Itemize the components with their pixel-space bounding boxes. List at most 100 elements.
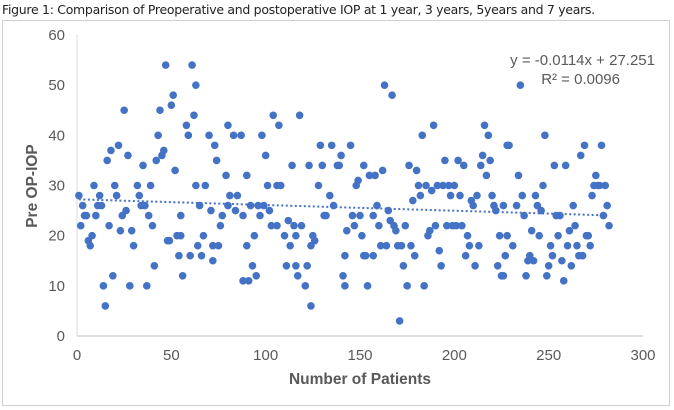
data-point	[188, 61, 196, 69]
data-point	[171, 166, 179, 175]
data-point	[252, 272, 261, 280]
data-point	[280, 231, 289, 240]
data-point	[216, 221, 225, 230]
data-point	[293, 272, 302, 280]
data-point	[292, 261, 300, 270]
data-point	[214, 241, 223, 250]
data-point	[209, 256, 217, 265]
data-point	[154, 131, 162, 140]
data-point	[290, 221, 298, 230]
data-point	[354, 176, 362, 185]
data-point	[492, 206, 500, 215]
data-point	[322, 211, 330, 220]
data-point	[473, 191, 481, 200]
figure-caption: Figure 1: Comparison of Preoperative and…	[2, 2, 595, 17]
data-point	[435, 246, 444, 255]
data-point	[459, 161, 468, 170]
data-point	[275, 121, 283, 130]
data-point	[539, 181, 547, 190]
data-point	[414, 181, 423, 190]
data-point	[263, 181, 272, 190]
data-point	[454, 156, 462, 165]
data-point	[544, 261, 553, 270]
data-point	[116, 226, 125, 235]
data-point	[107, 146, 115, 155]
data-point	[284, 216, 293, 225]
data-point	[146, 181, 155, 190]
data-point	[450, 181, 459, 190]
data-point	[365, 171, 374, 180]
data-point	[520, 211, 528, 220]
trendline-equation: y = -0.0114x + 27.251	[510, 52, 655, 69]
data-point	[226, 191, 234, 200]
data-point	[120, 106, 128, 115]
data-point	[554, 231, 562, 240]
data-point	[205, 131, 213, 140]
data-point	[512, 201, 521, 210]
data-point	[265, 206, 274, 215]
data-point	[82, 211, 91, 220]
data-point	[580, 141, 589, 150]
data-point	[105, 221, 113, 230]
data-point	[99, 282, 108, 290]
data-point	[439, 181, 447, 190]
data-point	[282, 261, 291, 270]
data-point	[288, 161, 296, 170]
data-point	[276, 181, 285, 190]
data-point	[482, 171, 491, 180]
data-point	[476, 161, 485, 170]
data-point	[484, 131, 493, 140]
data-point	[410, 251, 419, 260]
data-point	[176, 211, 185, 220]
data-point	[199, 231, 208, 240]
data-point	[548, 251, 557, 260]
x-tick-label: 100	[253, 347, 278, 364]
data-point	[375, 221, 383, 230]
data-point	[167, 101, 176, 110]
data-point	[143, 282, 151, 290]
data-point	[148, 221, 157, 230]
data-point	[397, 241, 406, 250]
data-point	[359, 161, 368, 170]
data-point	[475, 241, 483, 250]
data-point	[518, 191, 527, 200]
data-point	[190, 111, 198, 120]
data-point	[110, 181, 119, 190]
data-point	[571, 221, 579, 230]
data-point	[341, 282, 349, 290]
data-point	[342, 226, 351, 235]
data-point	[350, 221, 359, 230]
data-point	[465, 241, 474, 250]
data-point	[458, 221, 466, 230]
data-point	[356, 211, 364, 220]
data-point	[392, 226, 400, 235]
data-point	[224, 121, 232, 130]
data-point	[401, 221, 410, 230]
data-point	[486, 156, 494, 165]
data-point	[527, 226, 536, 235]
data-point	[176, 231, 185, 240]
data-point	[558, 256, 566, 265]
y-axis-label: Pre OP-IOP	[24, 144, 41, 228]
data-point	[537, 206, 545, 215]
data-points	[75, 61, 613, 325]
data-point	[603, 201, 611, 210]
data-point	[605, 221, 613, 230]
data-point	[243, 171, 251, 180]
data-point	[178, 272, 187, 280]
data-point	[316, 141, 325, 150]
data-point	[427, 186, 436, 195]
data-point	[261, 151, 270, 160]
data-point	[256, 211, 264, 220]
data-point	[358, 231, 366, 240]
data-point	[565, 226, 574, 235]
data-point	[388, 91, 396, 99]
data-point	[501, 251, 510, 260]
data-point	[578, 251, 587, 260]
data-point	[444, 181, 453, 190]
data-point	[259, 201, 268, 210]
data-point	[209, 241, 217, 250]
chart-frame	[2, 20, 670, 406]
y-tick-label: 40	[48, 127, 65, 144]
data-point	[139, 161, 147, 170]
